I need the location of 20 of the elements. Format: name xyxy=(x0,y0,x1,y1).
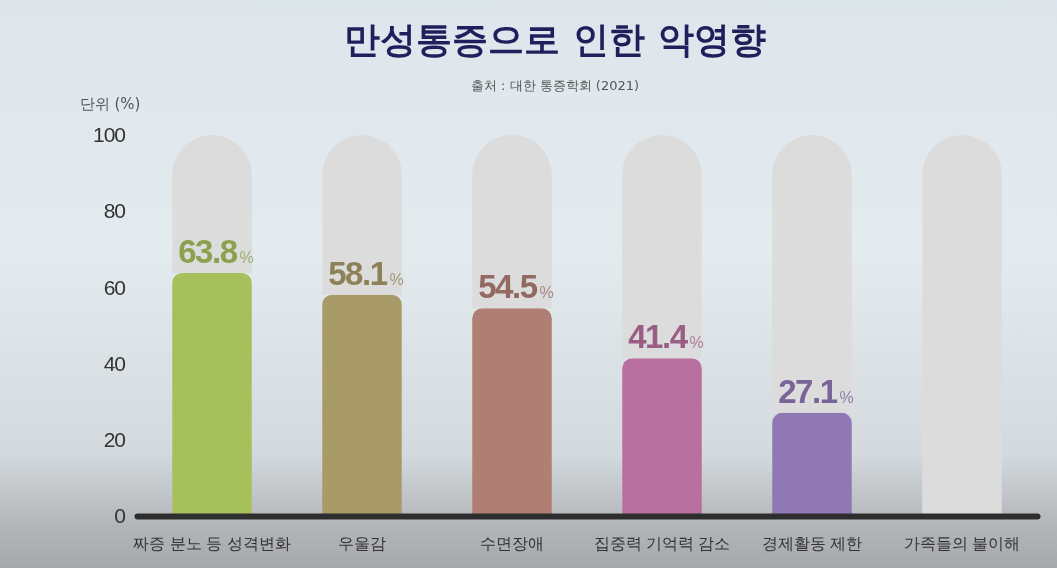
data-label: 63.8% xyxy=(178,232,254,270)
y-tick-label: 0 xyxy=(114,504,126,528)
y-tick-label: 60 xyxy=(103,275,126,299)
x-tick-label: 집중력 기억력 감소 xyxy=(593,535,731,553)
x-tick-label: 짜증 분노 등 성격변화 xyxy=(133,535,291,553)
chart-title: 만성통증으로 인한 악영향 xyxy=(344,19,766,60)
y-axis-title: 단위 (%) xyxy=(79,95,141,113)
data-label: 54.5% xyxy=(478,268,554,306)
y-tick-label: 20 xyxy=(103,428,126,452)
x-tick-label: 경제활동 제한 xyxy=(761,535,863,553)
data-label: 41.4% xyxy=(628,318,704,356)
x-tick-label: 수면장애 xyxy=(480,535,544,553)
data-label: 27.1% xyxy=(778,372,854,410)
y-tick-label: 80 xyxy=(103,199,126,223)
y-tick-label: 100 xyxy=(92,123,126,147)
x-tick-label: 가족들의 불이해 xyxy=(903,535,1021,553)
x-tick-label: 우울감 xyxy=(338,535,386,553)
y-tick-label: 40 xyxy=(103,351,126,375)
source-note: 출처 : 대한 통증학회 (2021) xyxy=(470,78,640,93)
data-label: 58.1% xyxy=(328,254,404,292)
